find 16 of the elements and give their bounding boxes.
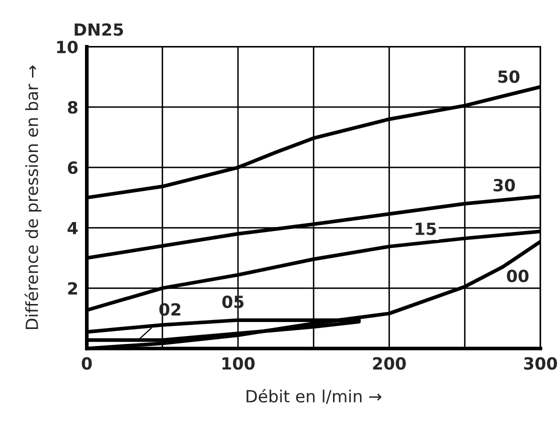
- x-axis-title: Débit en l/min →: [246, 388, 382, 404]
- annotation: 00: [506, 270, 529, 282]
- x-tick-label: 200: [373, 357, 406, 370]
- y-tick-label: 4: [68, 222, 78, 234]
- annotation: 30: [494, 178, 515, 192]
- y-tick-label: 6: [68, 161, 78, 174]
- y-axis-title: Différence de pression en bar →: [24, 65, 42, 329]
- y-tick-label: 2: [68, 282, 78, 294]
- x-tick-label: 0: [82, 357, 92, 370]
- chart-title: DN25: [74, 23, 124, 36]
- y-tick-label: 10: [57, 40, 78, 54]
- annotation: 50: [498, 70, 520, 83]
- y-tick-label: 8: [68, 101, 78, 114]
- x-tick-label: 100: [222, 357, 255, 370]
- annotation: 15: [416, 222, 436, 236]
- x-tick-label: 300: [524, 357, 557, 370]
